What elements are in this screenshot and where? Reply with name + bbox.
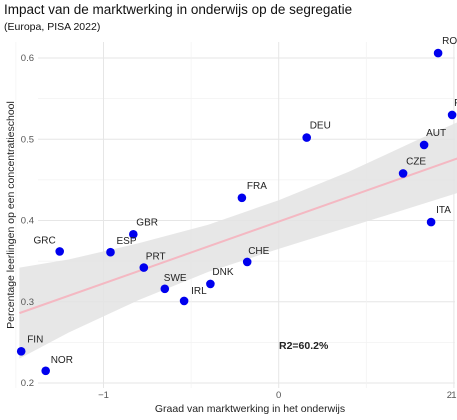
r2-annotation: R2=60.2% xyxy=(279,340,329,352)
label-esp: ESP xyxy=(117,236,137,247)
x-tick-label: 1 xyxy=(451,390,456,401)
point-dnk xyxy=(206,279,215,289)
point-cze xyxy=(398,169,408,178)
label-che: CHE xyxy=(248,246,269,257)
label-rou: ROU xyxy=(442,36,457,47)
point-swe xyxy=(160,284,170,294)
label-deu: DEU xyxy=(310,121,331,132)
fit-line-layer xyxy=(19,157,457,315)
y-axis-title: Percentage leerlingen op een concentrati… xyxy=(5,101,17,329)
label-irl: IRL xyxy=(191,286,207,297)
label-cze: CZE xyxy=(406,156,426,167)
point-fwb xyxy=(447,110,457,120)
label-grc: GRC xyxy=(33,235,55,246)
y-tick-label: 0.6 xyxy=(21,53,34,64)
y-tick-label: 0.4 xyxy=(21,216,34,227)
label-dnk: DNK xyxy=(212,267,233,278)
point-ita xyxy=(426,217,436,227)
point-labels-layer: ROUHUNBGRFWBDEUAUTPOLCZEFRAVLGNLDITAGBRG… xyxy=(27,36,457,366)
label-swe: SWE xyxy=(164,273,187,284)
points-layer xyxy=(16,48,457,376)
point-grc xyxy=(55,247,64,256)
regression-line xyxy=(19,157,457,315)
point-fra xyxy=(237,193,247,203)
label-gbr: GBR xyxy=(136,217,158,228)
label-prt: PRT xyxy=(146,252,166,263)
label-aut: AUT xyxy=(426,128,446,139)
confidence-band xyxy=(19,122,457,359)
point-fin xyxy=(16,347,26,356)
x-tick-label: −1 xyxy=(98,390,109,401)
chart-subtitle: (Europa, PISA 2022) xyxy=(4,21,101,33)
point-deu xyxy=(302,133,312,142)
x-axis-title: Graad van marktwerking in het onderwijs xyxy=(155,403,345,415)
tick-labels-layer: 0.2 0.3 0.4 0.5 0.6 −1 0 12 xyxy=(21,53,457,401)
point-nor xyxy=(41,366,50,376)
x-tick-label: 0 xyxy=(276,390,281,401)
chart-title: Impact van de marktwerking in onderwijs … xyxy=(4,2,353,17)
point-rou xyxy=(433,48,443,58)
y-tick-label: 0.5 xyxy=(21,134,34,145)
point-esp xyxy=(106,247,115,257)
point-prt xyxy=(139,263,149,272)
point-aut xyxy=(419,140,429,150)
point-che xyxy=(242,257,252,267)
label-ita: ITA xyxy=(436,205,451,216)
point-irl xyxy=(179,296,189,306)
confidence-band-layer xyxy=(19,122,457,359)
label-fwb: FWB xyxy=(454,98,457,109)
x-tick-label: 2 xyxy=(447,390,452,401)
label-fin: FIN xyxy=(27,334,43,345)
y-tick-label: 0.3 xyxy=(21,297,34,308)
point-gbr xyxy=(129,230,138,239)
y-tick-label: 0.2 xyxy=(21,378,34,389)
label-nor: NOR xyxy=(51,355,73,366)
label-fra: FRA xyxy=(247,181,267,192)
